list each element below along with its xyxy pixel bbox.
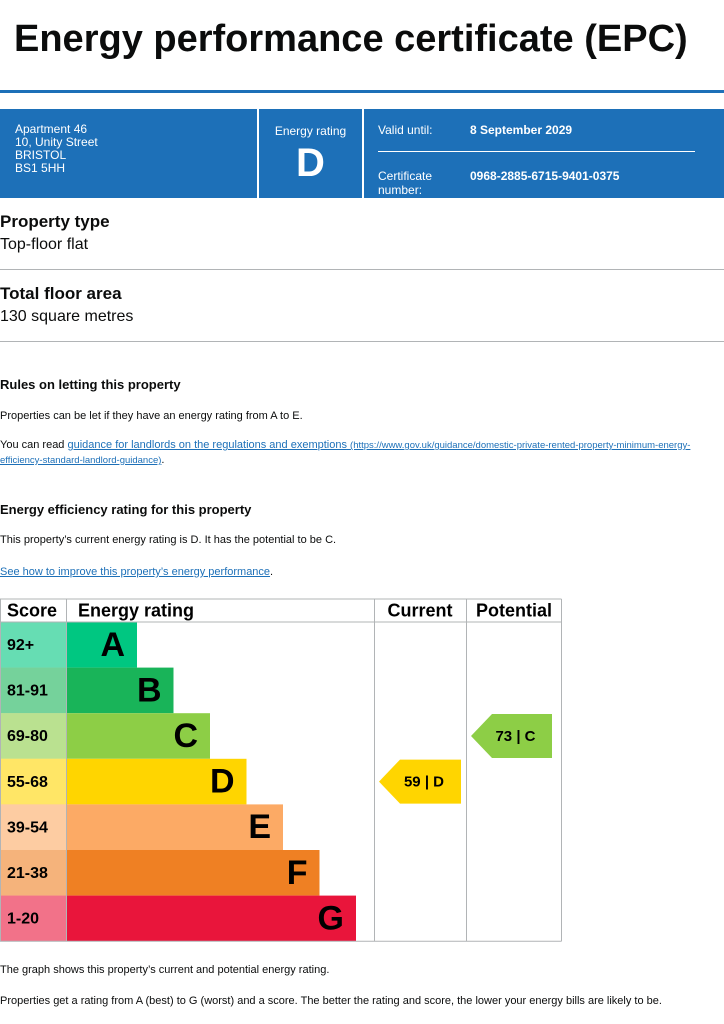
score-tint <box>0 758 66 805</box>
band: E <box>248 808 271 846</box>
band-bar <box>66 850 320 896</box>
score-cell <box>0 667 66 714</box>
text: . <box>161 454 165 466</box>
score-tint <box>0 667 66 714</box>
score: 1-20 <box>7 911 39 928</box>
score-tint <box>0 622 66 668</box>
link-text: guidance for landlords on the regulation… <box>67 439 347 451</box>
link[interactable]: See how to improve this property’s energ… <box>0 566 271 578</box>
score-tint <box>0 850 66 896</box>
band-bar <box>66 758 247 805</box>
cert-number: 0968-2885-6715-9401-0375 <box>470 169 620 183</box>
value: 130 square metres <box>0 308 134 325</box>
heading: Energy efficiency rating for this proper… <box>0 502 252 517</box>
text: The graph shows this property’s current … <box>0 964 330 976</box>
rating-chart: 92+ A 81-91 B 69-80 C 55-68 D 39-54 E 21-38 F 1-20 G S… <box>0 598 562 942</box>
score-cell <box>0 758 66 805</box>
current-arrow <box>379 759 461 804</box>
text: You can read <box>0 439 65 451</box>
rating: D <box>296 141 325 185</box>
band: G <box>318 899 344 937</box>
potential-label: 73 | C <box>495 728 535 745</box>
score-cell <box>0 804 66 850</box>
valid-until: 8 September 2029 <box>470 123 573 137</box>
rule <box>0 269 724 270</box>
divider <box>362 109 364 198</box>
divider <box>378 151 695 152</box>
band-bar <box>66 895 356 942</box>
divider <box>257 109 259 198</box>
band: F <box>287 854 308 892</box>
score-tint <box>0 804 66 850</box>
score-cell <box>0 850 66 896</box>
address-line: BRISTOL <box>15 148 67 162</box>
band: B <box>137 671 162 709</box>
cert-label: Certificate number: <box>378 169 433 197</box>
column-header: Current <box>387 600 452 620</box>
valid-label: Valid until: <box>378 123 433 137</box>
title: Energy performance certificate (EPC) <box>14 18 688 60</box>
band: D <box>210 763 235 801</box>
address: Apartment 46 10, Unity Street BRISTOL BS… <box>15 123 98 175</box>
address-line: BS1 5HH <box>15 161 66 175</box>
score: 39-54 <box>7 819 48 836</box>
potential-arrow <box>471 714 552 758</box>
address-line: 10, Unity Street <box>15 135 98 149</box>
score-tint <box>0 895 66 942</box>
column-header: Energy rating <box>78 600 194 620</box>
band-bar <box>66 713 210 759</box>
address-line: Apartment 46 <box>15 122 88 136</box>
text: This property’s current energy rating is… <box>0 534 337 546</box>
text: . <box>270 566 274 578</box>
column-header: Potential <box>476 600 552 620</box>
score-cell <box>0 895 66 942</box>
score: 21-38 <box>7 865 48 882</box>
column-header: Score <box>7 600 57 620</box>
score: 69-80 <box>7 728 48 745</box>
band: A <box>100 626 125 664</box>
rating-label: Energy rating <box>274 124 347 138</box>
value: Top-floor flat <box>0 236 89 253</box>
score: 55-68 <box>7 774 48 791</box>
rule <box>0 341 724 342</box>
score: 81-91 <box>7 683 48 700</box>
score-tint <box>0 713 66 759</box>
heading: Property type <box>0 212 110 231</box>
paragraph: You can read guidance for landlords on t… <box>0 438 724 468</box>
band-bar <box>66 622 137 668</box>
current-label: 59 | D <box>404 774 444 791</box>
band-bar <box>66 667 174 714</box>
link-url: (https://www.gov.uk/guidance/domestic-pr… <box>0 440 691 466</box>
rule <box>0 90 724 93</box>
score: 92+ <box>7 637 34 654</box>
link[interactable]: guidance for landlords on the regulation… <box>0 439 690 466</box>
band: C <box>173 717 198 755</box>
heading: Total floor area <box>0 284 122 303</box>
score-cell <box>0 713 66 759</box>
summary-panel: Apartment 46 10, Unity Street BRISTOL BS… <box>0 109 724 198</box>
text: Properties can be let if they have an en… <box>0 410 303 422</box>
paragraph: See how to improve this property’s energ… <box>0 566 273 578</box>
text: Properties get a rating from A (best) to… <box>0 995 662 1007</box>
band-bar <box>66 804 283 850</box>
score-cell <box>0 622 66 668</box>
heading: Rules on letting this property <box>0 377 181 392</box>
